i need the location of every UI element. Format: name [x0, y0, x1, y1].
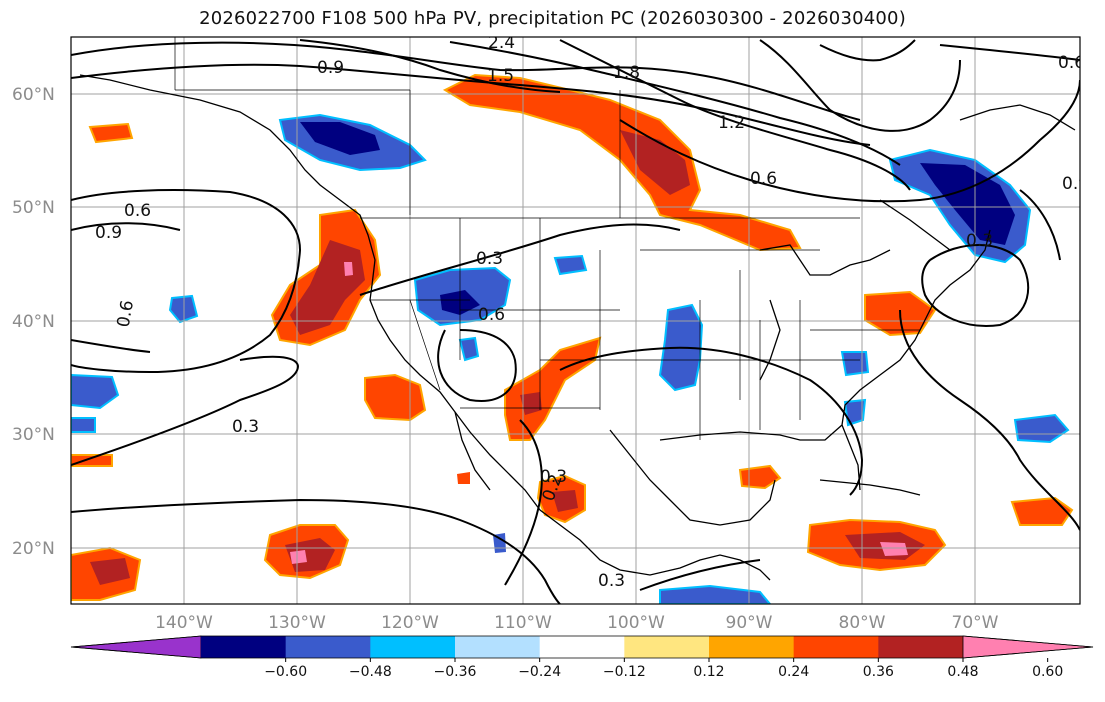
- pv-contour-labels: 2.4 1.8 0.9 1.5 1.2 0.6 0.6 0.9 0.6 0.3 …: [95, 33, 1089, 591]
- contour-label: 0.9: [1062, 174, 1089, 194]
- lon-tick-label: 90°W: [726, 613, 773, 633]
- colorbar-tick-label: −0.24: [518, 664, 561, 680]
- colorbar-outline: [70, 635, 1094, 659]
- contour-label: 0.3: [598, 571, 625, 591]
- contour-label: 0.3: [476, 249, 503, 269]
- lat-tick-label: 50°N: [12, 198, 55, 218]
- colorbar-segment: [878, 636, 964, 658]
- map-title: 2026022700 F108 500 hPa PV, precipitatio…: [199, 8, 906, 29]
- contour-label: 1.5: [487, 66, 514, 86]
- colorbar-segment: [624, 636, 710, 658]
- contour-label: 2.4: [488, 33, 515, 53]
- colorbar-segment: [285, 636, 371, 658]
- colorbar-tick-label: −0.60: [264, 664, 307, 680]
- colorbar-segment: [793, 636, 879, 658]
- contour-label: 0.6: [124, 201, 151, 221]
- colorbar: −0.60 −0.48 −0.36 −0.24 −0.12 0.12 0.24 0.36 0.4…: [70, 635, 1094, 680]
- colorbar-segment: [370, 636, 456, 658]
- contour-label: 0.6: [750, 169, 777, 189]
- lon-tick-label: 140°W: [155, 613, 213, 633]
- colorbar-tick-label: −0.36: [434, 664, 477, 680]
- colorbar-tick-label: 0.12: [693, 664, 724, 680]
- lat-axis: 60°N 50°N 40°N 30°N 20°N: [12, 85, 55, 559]
- lon-tick-label: 120°W: [381, 613, 439, 633]
- contour-label: 0.9: [317, 58, 344, 78]
- political-borders: [174, 37, 920, 440]
- colorbar-segment: [201, 636, 287, 658]
- contour-label: 0.6: [478, 305, 505, 325]
- lon-tick-label: 110°W: [494, 613, 552, 633]
- pv-contours: [71, 39, 1080, 604]
- contour-label: 1.8: [613, 63, 640, 83]
- colorbar-extend-min: [70, 635, 202, 659]
- precip-negative-areas: [71, 113, 1070, 604]
- colorbar-tick-label: 0.36: [863, 664, 894, 680]
- contour-label: 0.3: [966, 231, 993, 251]
- lon-tick-label: 80°W: [839, 613, 886, 633]
- contour-label: 0.3: [232, 417, 259, 437]
- graticule: [71, 37, 1080, 604]
- colorbar-segment: [709, 636, 795, 658]
- colorbar-tick-label: 0.60: [1032, 664, 1063, 680]
- lon-tick-label: 100°W: [607, 613, 665, 633]
- contour-label: 0.6: [114, 299, 138, 329]
- colorbar-tick-label: 0.24: [778, 664, 809, 680]
- colorbar-tick-label: 0.48: [947, 664, 978, 680]
- colorbar-segment: [455, 636, 541, 658]
- contour-label: 1.2: [718, 113, 745, 133]
- colorbar-extend-max: [962, 635, 1094, 659]
- lat-tick-label: 60°N: [12, 85, 55, 105]
- lon-axis: 140°W 130°W 120°W 110°W 100°W 90°W 80°W …: [155, 613, 999, 633]
- lat-tick-label: 30°N: [12, 425, 55, 445]
- colorbar-tick-label: −0.48: [349, 664, 392, 680]
- lat-tick-label: 20°N: [12, 539, 55, 559]
- contour-label: 0.6: [1058, 53, 1085, 73]
- colorbar-tick-label: −0.12: [603, 664, 646, 680]
- colorbar-segment: [539, 636, 625, 658]
- coastlines: [79, 74, 1076, 581]
- contour-label: 0.9: [95, 223, 122, 243]
- map-frame: [70, 36, 1081, 605]
- lon-tick-label: 130°W: [268, 613, 326, 633]
- lon-tick-label: 70°W: [952, 613, 999, 633]
- contour-label: 0.3: [540, 467, 567, 487]
- lat-tick-label: 40°N: [12, 312, 55, 332]
